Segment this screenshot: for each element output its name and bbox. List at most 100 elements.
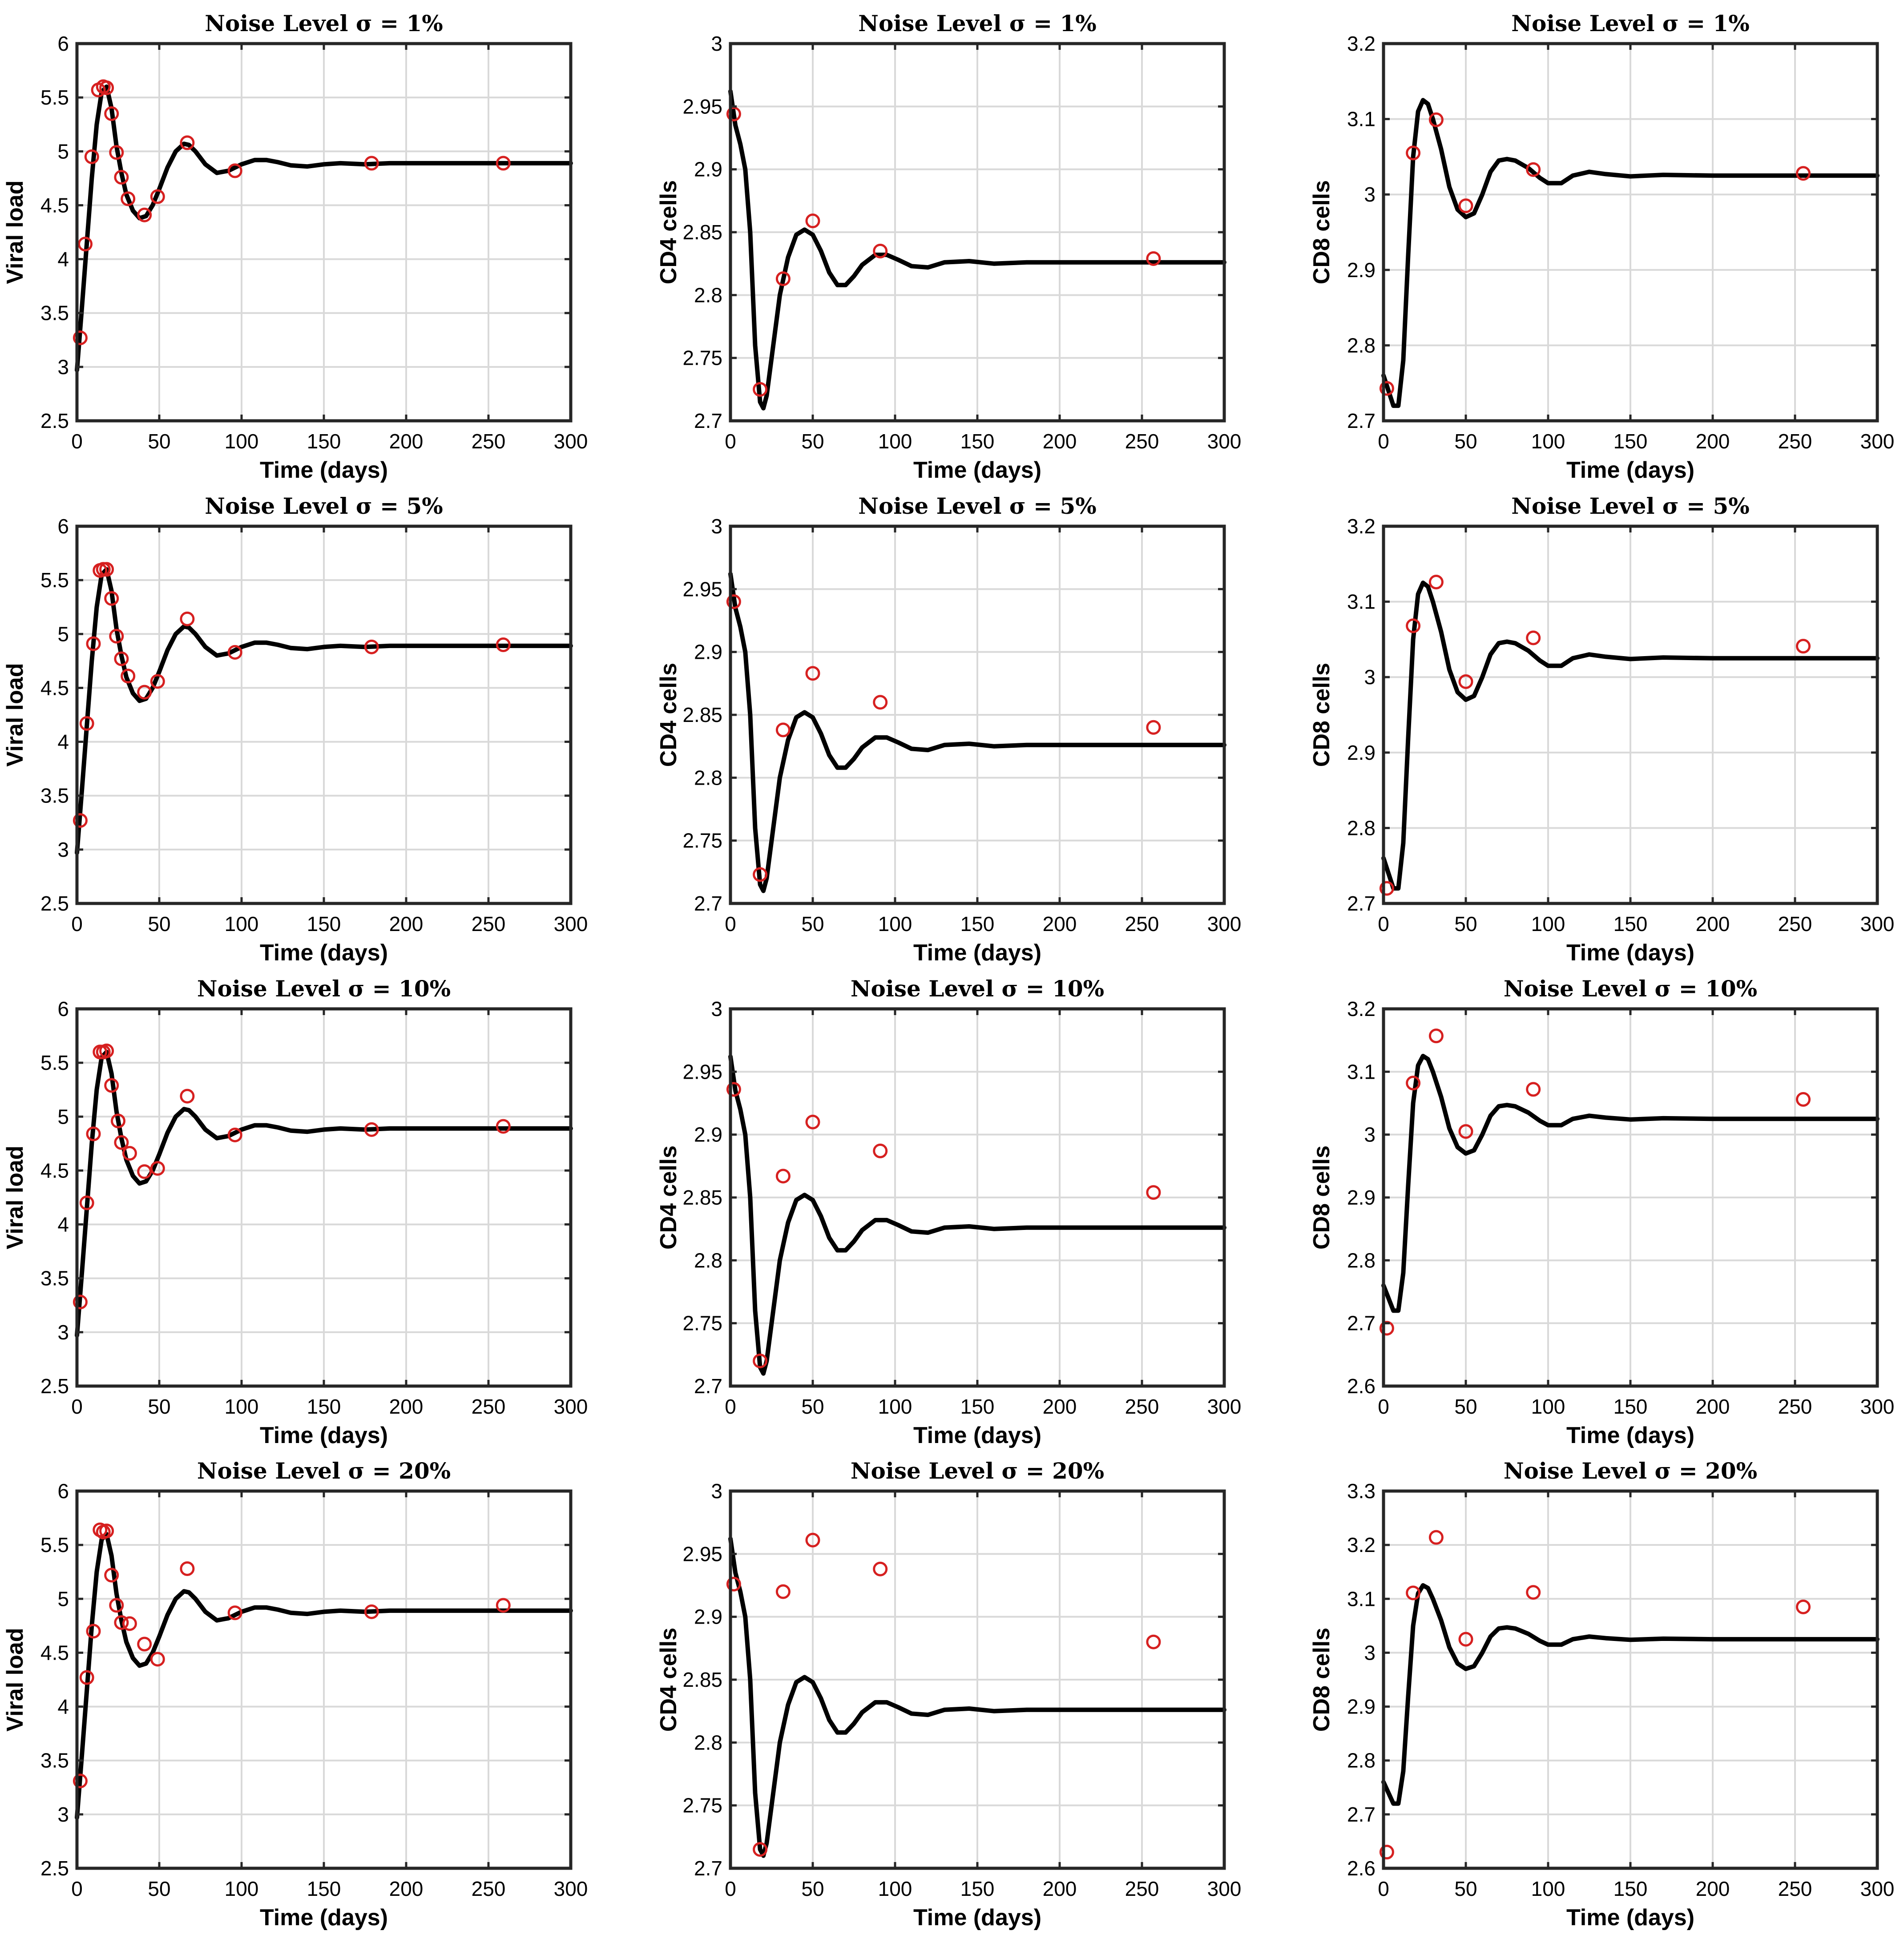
- y-tick-label: 3.2: [1347, 32, 1376, 55]
- y-tick-label: 3.5: [40, 1749, 69, 1772]
- x-tick-label: 150: [1614, 430, 1648, 453]
- data-point: [364, 156, 379, 171]
- y-axis-label: CD4 cells: [656, 663, 682, 767]
- x-tick-label: 50: [148, 430, 170, 453]
- data-point: [79, 716, 94, 731]
- y-tick-label: 2.8: [1347, 1749, 1376, 1772]
- data-point: [775, 722, 791, 738]
- data-point: [86, 636, 101, 651]
- data-point: [137, 685, 152, 700]
- x-tick-label: 100: [225, 1877, 259, 1900]
- data-point: [104, 1568, 119, 1583]
- data-point: [137, 207, 152, 222]
- y-tick-label: 2.8: [694, 1731, 722, 1754]
- data-point: [1458, 1632, 1473, 1647]
- x-tick-label: 50: [1454, 912, 1477, 935]
- y-tick-label: 5.5: [40, 1051, 69, 1074]
- y-tick-label: 3.3: [1347, 1479, 1376, 1503]
- data-point: [79, 1195, 94, 1210]
- data-point: [1406, 618, 1421, 633]
- y-axis-label: CD4 cells: [656, 1145, 682, 1250]
- observed-points: [726, 594, 1161, 882]
- data-point: [121, 669, 136, 684]
- y-tick-label: 2.8: [694, 766, 722, 789]
- y-tick-label: 2.7: [1347, 409, 1376, 432]
- data-point: [114, 1615, 129, 1630]
- chart-title: Noise Level σ = 20%: [197, 1458, 451, 1484]
- data-point: [1146, 251, 1161, 266]
- data-point: [873, 695, 888, 710]
- y-tick-label: 4: [57, 1695, 69, 1718]
- data-point: [73, 1774, 88, 1789]
- x-tick-label: 250: [472, 430, 506, 453]
- x-tick-label: 100: [225, 430, 259, 453]
- x-tick-label: 300: [1860, 1395, 1895, 1418]
- data-point: [805, 1532, 820, 1548]
- x-tick-label: 0: [1378, 1877, 1389, 1900]
- observed-points: [726, 1082, 1161, 1368]
- observed-points: [73, 79, 511, 345]
- x-tick-label: 200: [1696, 912, 1730, 935]
- data-point: [496, 637, 511, 653]
- x-axis-label: Time (days): [260, 940, 388, 966]
- y-tick-label: 3: [1364, 1123, 1376, 1146]
- data-point: [104, 1078, 119, 1093]
- data-point: [1428, 575, 1444, 590]
- data-point: [1379, 1321, 1394, 1336]
- x-tick-label: 50: [801, 1395, 824, 1418]
- y-tick-label: 2.8: [694, 1249, 722, 1272]
- y-tick-label: 3.1: [1347, 590, 1376, 613]
- model-curve: [1381, 1583, 1880, 1806]
- y-tick-label: 2.9: [1347, 741, 1376, 764]
- data-point: [121, 191, 136, 206]
- data-point: [496, 1598, 511, 1613]
- x-tick-label: 250: [1778, 430, 1812, 453]
- data-point: [99, 1043, 114, 1058]
- data-point: [364, 1604, 379, 1619]
- y-tick-label: 2.8: [1347, 334, 1376, 357]
- x-tick-label: 50: [1454, 1877, 1477, 1900]
- observed-points: [1379, 1530, 1811, 1860]
- x-tick-label: 200: [1043, 1877, 1077, 1900]
- x-tick-label: 200: [1043, 912, 1077, 935]
- x-tick-label: 100: [225, 1395, 259, 1418]
- data-point: [873, 1561, 888, 1576]
- y-tick-label: 3: [1364, 183, 1376, 206]
- y-tick-label: 3: [711, 997, 722, 1020]
- data-point: [1146, 1634, 1161, 1649]
- y-tick-label: 2.7: [694, 1857, 722, 1880]
- grid-lines: [76, 43, 572, 422]
- data-point: [180, 1088, 195, 1104]
- y-tick-label: 6: [57, 997, 69, 1020]
- y-tick-label: 3.2: [1347, 515, 1376, 538]
- data-point: [753, 1353, 768, 1368]
- y-tick-label: 2.75: [682, 347, 722, 370]
- data-point: [364, 1122, 379, 1137]
- data-point: [1458, 674, 1473, 689]
- x-tick-label: 200: [389, 1395, 424, 1418]
- x-tick-label: 150: [960, 1395, 995, 1418]
- x-tick-label: 250: [1125, 912, 1159, 935]
- x-tick-label: 250: [472, 1395, 506, 1418]
- grid-lines: [1383, 1490, 1878, 1869]
- x-tick-label: 50: [1454, 430, 1477, 453]
- x-tick-label: 50: [148, 1395, 170, 1418]
- y-tick-label: 6: [57, 1479, 69, 1503]
- y-axis-label: Viral load: [2, 663, 28, 766]
- x-tick-label: 50: [801, 912, 824, 935]
- y-tick-label: 2.9: [694, 1123, 722, 1146]
- x-axis-label: Time (days): [1566, 1423, 1694, 1448]
- y-tick-label: 2.9: [694, 641, 722, 664]
- y-tick-label: 4.5: [40, 1641, 69, 1664]
- y-tick-label: 3: [1364, 665, 1376, 689]
- chart-title: Noise Level σ = 10%: [197, 976, 451, 1002]
- data-point: [726, 106, 741, 121]
- x-tick-label: 100: [1531, 1395, 1565, 1418]
- x-axis-label: Time (days): [913, 940, 1041, 966]
- data-point: [1146, 1185, 1161, 1200]
